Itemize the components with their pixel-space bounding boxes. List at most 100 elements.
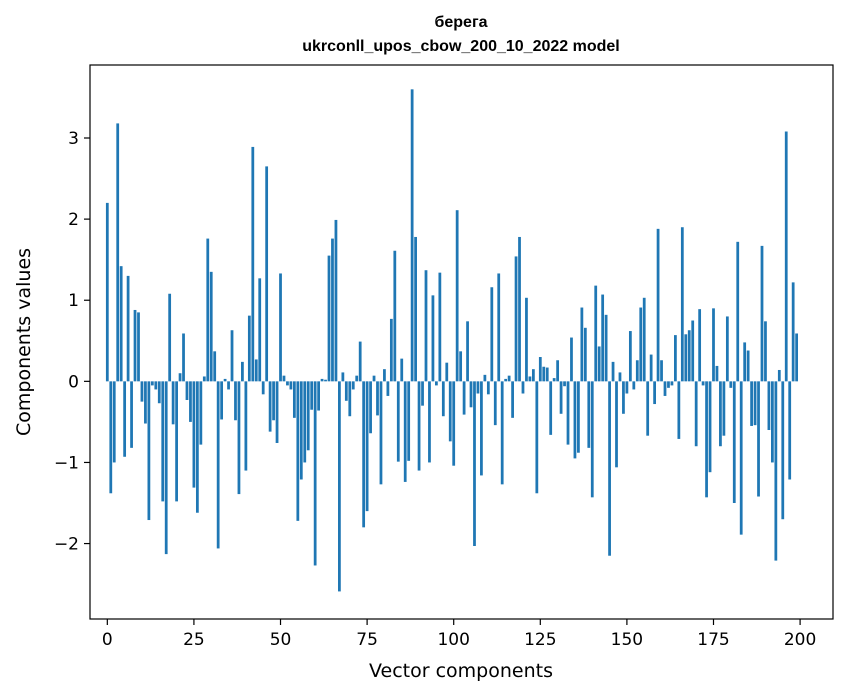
bar-0 <box>105 202 109 382</box>
bar-155 <box>642 297 646 382</box>
bar-118 <box>514 256 518 382</box>
bar-135 <box>573 381 577 459</box>
bar-130 <box>556 360 560 382</box>
bar-73 <box>358 341 362 382</box>
bar-22 <box>182 333 185 382</box>
bar-46 <box>265 166 269 382</box>
bar-76 <box>369 381 372 434</box>
bar-142 <box>597 346 601 382</box>
bar-7 <box>130 381 133 448</box>
bar-148 <box>618 372 622 382</box>
bar-84 <box>396 381 400 462</box>
bar-43 <box>254 359 258 382</box>
bar-42 <box>251 146 255 382</box>
bar-191 <box>767 381 771 431</box>
bar-90 <box>417 381 421 471</box>
bar-127 <box>545 367 549 382</box>
bar-17 <box>164 381 168 555</box>
bar-199 <box>795 333 799 382</box>
bar-110 <box>486 381 490 395</box>
y-axis-ticks: −2 −1 0 1 2 3 <box>54 129 90 555</box>
bar-189 <box>760 245 764 382</box>
bar-11 <box>144 381 147 424</box>
bar-97 <box>441 381 445 417</box>
bar-197 <box>788 381 792 480</box>
bar-20 <box>175 381 178 502</box>
bar-82 <box>389 318 393 382</box>
bar-25 <box>192 381 196 488</box>
bar-175 <box>712 308 715 382</box>
bar-18 <box>168 293 172 382</box>
bar-10 <box>140 381 144 402</box>
bar-172 <box>701 381 705 386</box>
bar-116 <box>507 375 511 382</box>
bar-114 <box>500 381 504 485</box>
x-tick-label: 50 <box>270 630 292 650</box>
bar-37 <box>234 381 237 421</box>
bar-45 <box>261 381 265 395</box>
x-tick-label: 200 <box>784 630 816 650</box>
bar-15 <box>157 381 161 404</box>
bar-36 <box>230 330 234 382</box>
bar-88 <box>410 89 414 382</box>
bar-137 <box>580 307 584 382</box>
plot-area-frame <box>89 64 834 620</box>
bar-40 <box>244 381 248 471</box>
bar-140 <box>590 381 594 498</box>
bar-125 <box>538 357 542 382</box>
bar-68 <box>341 372 345 382</box>
bar-131 <box>559 381 563 414</box>
bar-70 <box>348 381 352 417</box>
bar-33 <box>220 381 224 420</box>
bar-66 <box>334 219 338 382</box>
bar-115 <box>504 378 508 382</box>
bar-179 <box>725 316 729 382</box>
bar-163 <box>670 381 674 386</box>
bar-143 <box>601 294 605 382</box>
bar-16 <box>161 381 165 502</box>
x-tick-label: 125 <box>524 630 556 650</box>
x-tick-label: 100 <box>437 630 469 650</box>
bar-119 <box>518 236 521 382</box>
bar-86 <box>403 381 407 482</box>
bar-157 <box>649 354 653 382</box>
bar-196 <box>784 131 788 382</box>
bar-161 <box>663 381 667 396</box>
bar-52 <box>286 381 289 386</box>
bar-150 <box>625 381 629 394</box>
bar-81 <box>386 381 390 396</box>
bar-183 <box>739 381 743 535</box>
bar-104 <box>466 321 469 382</box>
bar-123 <box>531 369 535 382</box>
x-tick-label: 75 <box>356 630 378 650</box>
bar-44 <box>258 278 262 382</box>
bar-111 <box>490 287 494 382</box>
bar-8 <box>133 309 137 382</box>
bar-89 <box>414 236 417 382</box>
bar-14 <box>154 381 158 390</box>
bar-153 <box>635 360 639 382</box>
bar-192 <box>771 381 774 463</box>
x-tick-label: 25 <box>183 630 205 650</box>
bar-63 <box>324 379 327 382</box>
x-tick-label: 175 <box>697 630 729 650</box>
bar-29 <box>206 238 210 382</box>
bar-136 <box>577 381 580 453</box>
bar-28 <box>202 376 206 382</box>
bar-72 <box>355 375 359 382</box>
bar-173 <box>705 381 708 498</box>
bar-27 <box>199 381 203 445</box>
bar-105 <box>469 381 473 408</box>
bar-147 <box>615 381 618 468</box>
bar-164 <box>674 335 677 382</box>
bar-190 <box>764 321 767 382</box>
bar-58 <box>306 381 310 451</box>
bar-26 <box>195 381 199 513</box>
bar-19 <box>171 381 175 425</box>
bar-31 <box>213 351 217 382</box>
bar-61 <box>317 381 320 411</box>
bar-21 <box>178 373 182 382</box>
bar-181 <box>732 381 736 504</box>
bar-126 <box>542 366 546 382</box>
